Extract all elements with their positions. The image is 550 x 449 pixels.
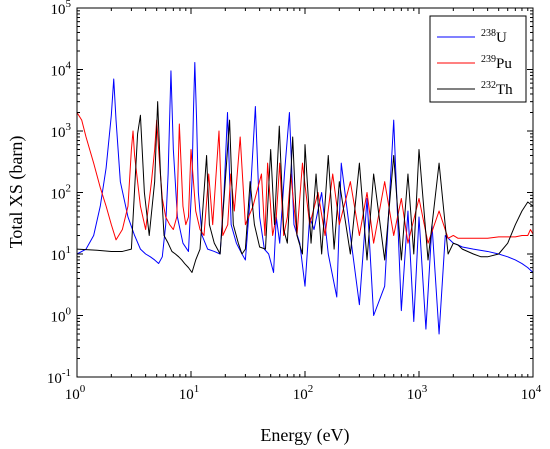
y-tick-label: 104 xyxy=(51,60,72,80)
legend-label-u: 238U xyxy=(481,28,507,46)
x-tick-label: 104 xyxy=(521,383,542,403)
x-tick-label: 102 xyxy=(293,383,314,403)
legend-box xyxy=(429,15,527,103)
legend-label-pu: 239Pu xyxy=(481,54,512,72)
legend: 238U 239Pu 232Th xyxy=(429,15,527,103)
y-tick-label: 100 xyxy=(51,306,72,326)
y-tick-label: 101 xyxy=(51,244,72,264)
y-axis-title: Total XS (barn) xyxy=(6,136,27,249)
y-tick-label: 103 xyxy=(51,121,72,141)
x-tick-label: 103 xyxy=(407,383,428,403)
y-tick-label: 10-1 xyxy=(47,367,71,387)
y-tick-label: 102 xyxy=(51,183,72,203)
series-line-th xyxy=(76,101,534,274)
x-tick-label: 100 xyxy=(65,383,86,403)
x-axis-title: Energy (eV) xyxy=(260,425,349,446)
legend-entries: 238U 239Pu 232Th xyxy=(437,28,513,98)
plot-lines xyxy=(76,61,534,335)
series-line-pu xyxy=(76,112,534,244)
series-line-u xyxy=(76,61,534,335)
axis-ticks xyxy=(76,7,534,378)
y-tick-label: 105 xyxy=(51,0,72,18)
x-tick-label: 101 xyxy=(179,383,200,403)
legend-label-th: 232Th xyxy=(481,80,513,98)
